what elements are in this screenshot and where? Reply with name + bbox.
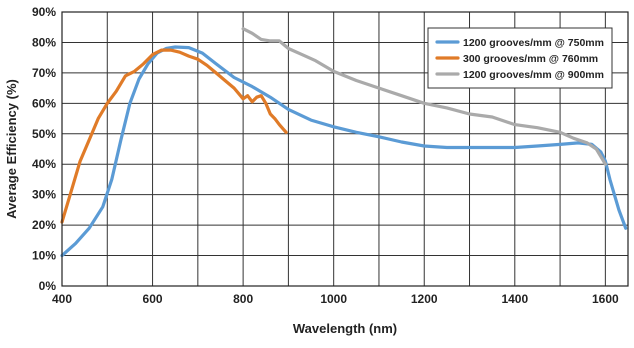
y-tick-label: 40% [32, 157, 56, 171]
legend-label: 300 grooves/mm @ 760mm [463, 53, 598, 65]
y-tick-label: 60% [32, 96, 56, 110]
y-axis-title: Average Efficiency (%) [4, 79, 19, 219]
y-tick-label: 90% [32, 5, 56, 19]
x-axis-title: Wavelength (nm) [293, 321, 397, 336]
y-tick-label: 80% [32, 35, 56, 49]
x-tick-label: 800 [233, 292, 253, 306]
series-layer [60, 27, 628, 258]
plot-frame [61, 11, 629, 287]
x-axis-ticks: 400 600 800 1000 1200 1400 1600 [52, 292, 619, 306]
series-line-3 [241, 27, 608, 166]
series-line-2 [60, 48, 288, 224]
y-axis-ticks: 0% 10% 20% 30% 40% 50% 60% 70% 80% 90% [32, 5, 56, 293]
y-tick-label: 70% [32, 66, 56, 80]
x-tick-label: 400 [52, 292, 72, 306]
x-tick-label: 1400 [501, 292, 528, 306]
legend-label: 1200 grooves/mm @ 750mm [463, 37, 604, 49]
x-tick-label: 1600 [592, 292, 619, 306]
legend-label: 1200 grooves/mm @ 900mm [463, 69, 604, 81]
x-tick-label: 1000 [320, 292, 347, 306]
x-tick-label: 600 [143, 292, 163, 306]
y-tick-label: 0% [39, 279, 57, 293]
y-tick-label: 30% [32, 188, 56, 202]
x-tick-label: 1200 [411, 292, 438, 306]
y-tick-label: 20% [32, 218, 56, 232]
legend: 1200 grooves/mm @ 750mm 300 grooves/mm @ … [427, 27, 613, 89]
y-tick-label: 10% [32, 249, 56, 263]
y-tick-label: 50% [32, 127, 56, 141]
